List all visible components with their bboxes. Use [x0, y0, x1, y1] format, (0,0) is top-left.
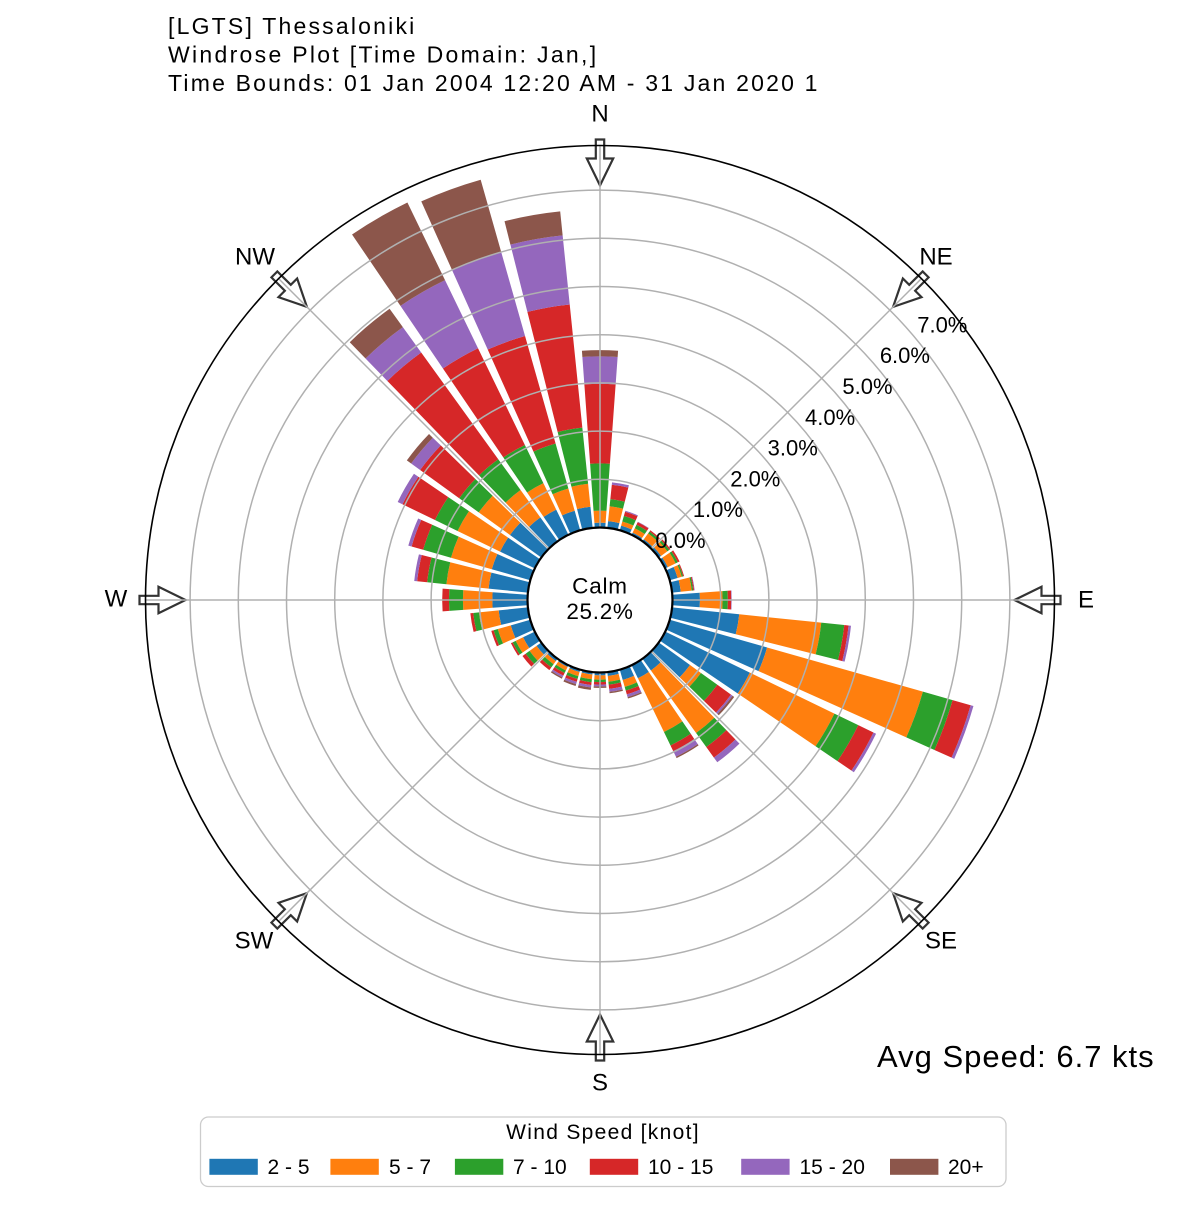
svg-text:NW: NW: [235, 244, 275, 271]
svg-text:7 - 10: 7 - 10: [513, 1156, 567, 1179]
svg-text:E: E: [1078, 587, 1094, 614]
svg-text:2.0%: 2.0%: [730, 466, 780, 491]
svg-text:Windrose Plot [Time Domain: Ja: Windrose Plot [Time Domain: Jan,]: [168, 42, 598, 68]
svg-text:6.0%: 6.0%: [880, 343, 930, 368]
svg-text:S: S: [592, 1070, 608, 1097]
svg-text:Calm: Calm: [572, 574, 628, 599]
svg-text:3.0%: 3.0%: [768, 436, 818, 461]
svg-text:7.0%: 7.0%: [917, 312, 967, 337]
svg-text:10 - 15: 10 - 15: [648, 1156, 713, 1179]
svg-text:15 - 20: 15 - 20: [800, 1156, 865, 1179]
svg-text:SW: SW: [235, 928, 274, 955]
svg-text:5.0%: 5.0%: [842, 374, 892, 399]
svg-text:0.0%: 0.0%: [655, 528, 705, 553]
svg-text:5 - 7: 5 - 7: [389, 1156, 431, 1179]
svg-text:1.0%: 1.0%: [693, 497, 743, 522]
svg-text:4.0%: 4.0%: [805, 405, 855, 430]
svg-text:2 - 5: 2 - 5: [268, 1156, 310, 1179]
svg-text:W: W: [105, 586, 128, 613]
svg-text:[LGTS] Thessaloniki: [LGTS] Thessaloniki: [168, 13, 416, 39]
svg-text:Avg Speed: 6.7 kts: Avg Speed: 6.7 kts: [877, 1039, 1155, 1074]
svg-text:SE: SE: [925, 928, 957, 955]
svg-text:N: N: [591, 101, 608, 128]
svg-text:Time Bounds: 01 Jan 2004 12:20: Time Bounds: 01 Jan 2004 12:20 AM - 31 J…: [168, 70, 820, 96]
svg-text:Wind Speed [knot]: Wind Speed [knot]: [506, 1121, 700, 1144]
svg-text:20+: 20+: [948, 1156, 984, 1179]
svg-text:25.2%: 25.2%: [566, 599, 633, 624]
svg-text:NE: NE: [919, 244, 952, 271]
